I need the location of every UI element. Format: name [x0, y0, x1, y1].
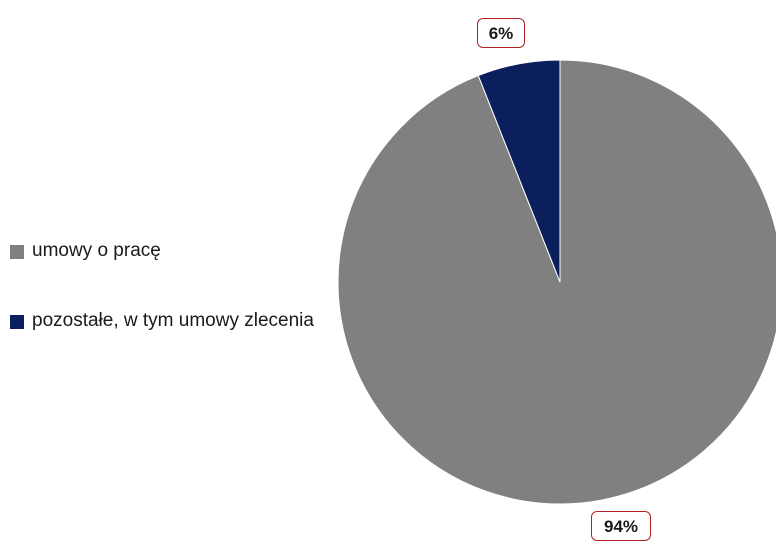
legend-swatch-pozostale [10, 315, 24, 329]
legend-item-umowy-o-prace: umowy o pracę [10, 238, 310, 264]
legend-label-umowy-o-prace: umowy o pracę [32, 240, 161, 261]
data-label-umowy-o-prace: 94% [591, 511, 651, 541]
legend-swatch-umowy-o-prace [10, 245, 24, 259]
pie-slice-pozostale [477, 59, 561, 283]
pie-slice-umowy-o-prace [337, 59, 776, 505]
legend-item-pozostale: pozostałe, w tym umowy zlecenia [10, 308, 314, 334]
chart-legend: umowy o pracę pozostałe, w tym umowy zle… [10, 238, 314, 334]
legend-label-pozostale: pozostałe, w tym umowy zlecenia [32, 310, 314, 331]
data-label-pozostale: 6% [477, 18, 525, 48]
